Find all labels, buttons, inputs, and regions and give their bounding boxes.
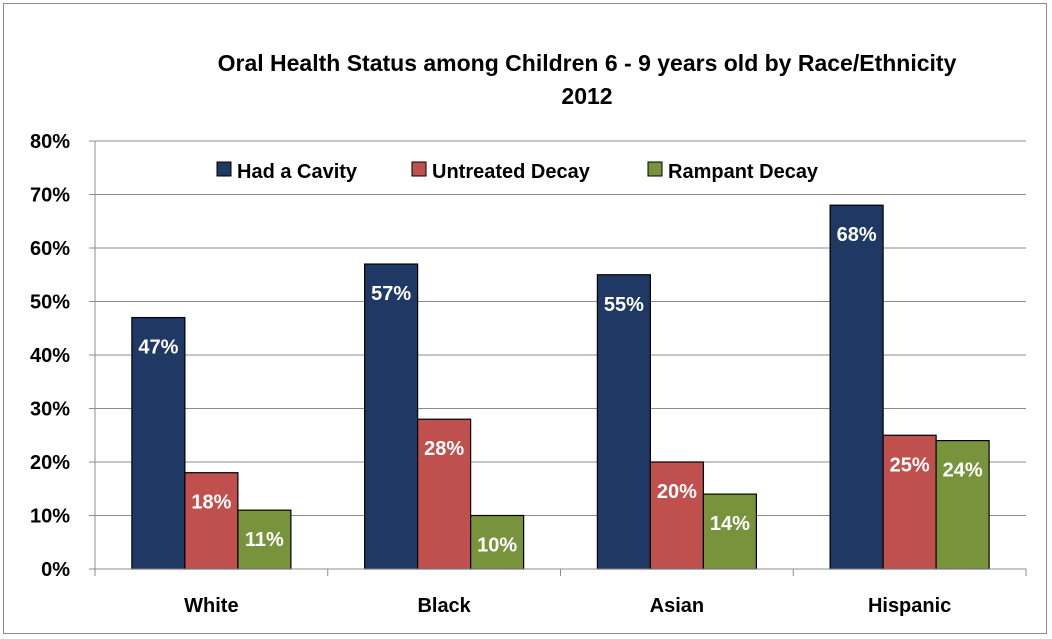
data-label: 57% <box>371 283 411 305</box>
bar <box>184 472 239 570</box>
x-category-label: Asian <box>650 595 704 617</box>
data-label: 10% <box>477 535 517 557</box>
bar <box>417 418 472 570</box>
legend-label: Had a Cavity <box>237 161 358 183</box>
bar <box>237 509 292 570</box>
x-category-label: White <box>184 595 238 617</box>
data-label: 24% <box>943 460 983 482</box>
data-label: 20% <box>657 481 697 503</box>
data-label: 18% <box>191 492 231 514</box>
legend-swatch <box>216 161 232 177</box>
data-label: 47% <box>138 337 178 359</box>
y-tick-label: 50% <box>30 292 70 314</box>
y-tick-label: 20% <box>30 452 70 474</box>
data-label: 11% <box>245 529 284 551</box>
y-tick-label: 80% <box>30 131 70 153</box>
y-tick-label: 30% <box>30 399 70 421</box>
bar <box>649 461 704 570</box>
bar <box>470 514 525 570</box>
data-label: 14% <box>710 513 750 535</box>
bar <box>596 274 651 570</box>
x-category-label: Hispanic <box>868 595 951 617</box>
legend-label: Rampant Decay <box>668 161 819 183</box>
data-label: 68% <box>837 224 877 246</box>
y-tick-label: 60% <box>30 238 70 260</box>
y-tick-label: 70% <box>30 185 70 207</box>
y-tick-label: 10% <box>30 506 70 528</box>
data-label: 25% <box>890 454 930 476</box>
y-tick-label: 40% <box>30 345 70 367</box>
data-label: 28% <box>424 438 464 460</box>
chart-title: Oral Health Status among Children 6 - 9 … <box>218 50 957 76</box>
legend-swatch <box>647 161 663 177</box>
bar <box>829 204 884 570</box>
bar <box>131 316 186 570</box>
bar <box>364 263 419 570</box>
bar <box>935 440 990 570</box>
legend-label: Untreated Decay <box>432 161 591 183</box>
x-category-label: Black <box>417 595 471 617</box>
legend-swatch <box>411 161 427 177</box>
chart-subtitle: 2012 <box>561 83 612 109</box>
data-label: 55% <box>604 294 644 316</box>
y-tick-label: 0% <box>41 559 70 581</box>
bar <box>702 493 757 570</box>
